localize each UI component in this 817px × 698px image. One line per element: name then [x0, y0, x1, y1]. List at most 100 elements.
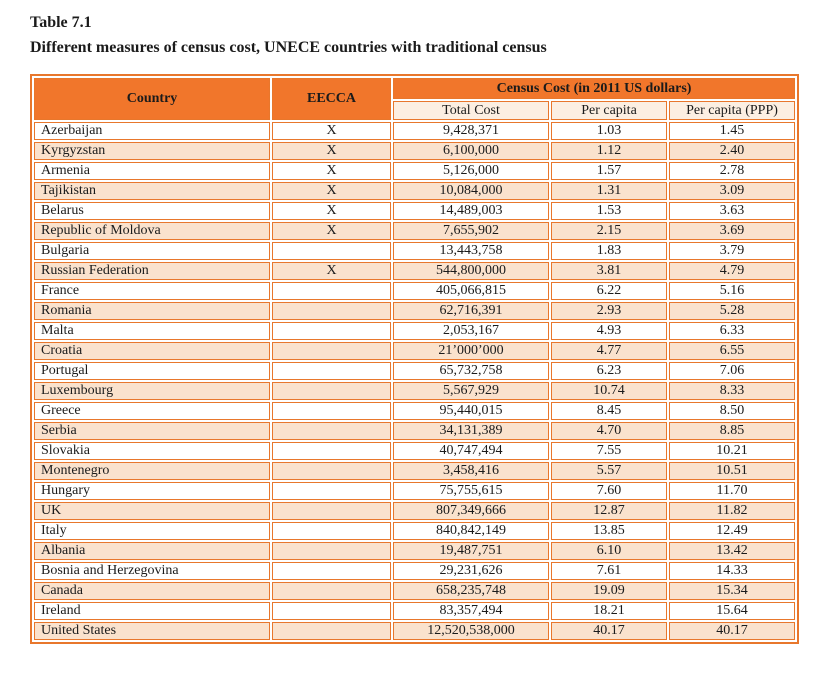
per-capita-cell: 10.74 — [551, 382, 667, 400]
per-capita-ppp-cell: 13.42 — [669, 542, 796, 560]
country-cell: Romania — [34, 302, 270, 320]
table-caption: Table 7.1 Different measures of census c… — [30, 10, 787, 60]
eecca-cell: X — [272, 182, 391, 200]
table-row: UK 807,349,666 12.87 11.82 — [34, 502, 796, 520]
country-cell: Albania — [34, 542, 270, 560]
country-cell: United States — [34, 622, 270, 640]
eecca-cell: X — [272, 142, 391, 160]
per-capita-cell: 1.12 — [551, 142, 667, 160]
per-capita-cell: 2.15 — [551, 222, 667, 240]
per-capita-ppp-cell: 5.16 — [669, 282, 796, 300]
table-row: United States 12,520,538,000 40.17 40.17 — [34, 622, 796, 640]
col-header-census-cost-group: Census Cost (in 2011 US dollars) — [393, 78, 796, 99]
per-capita-ppp-cell: 10.21 — [669, 442, 796, 460]
country-cell: Serbia — [34, 422, 270, 440]
country-cell: Italy — [34, 522, 270, 540]
eecca-cell — [272, 302, 391, 320]
table-row: Ireland 83,357,494 18.21 15.64 — [34, 602, 796, 620]
per-capita-ppp-cell: 1.45 — [669, 122, 796, 140]
country-cell: UK — [34, 502, 270, 520]
table-row: Greece 95,440,015 8.45 8.50 — [34, 402, 796, 420]
table-row: Bulgaria 13,443,758 1.83 3.79 — [34, 242, 796, 260]
table-row: Kyrgyzstan X 6,100,000 1.12 2.40 — [34, 142, 796, 160]
per-capita-cell: 4.77 — [551, 342, 667, 360]
per-capita-cell: 7.55 — [551, 442, 667, 460]
table-row: Croatia 21’000’000 4.77 6.55 — [34, 342, 796, 360]
per-capita-cell: 40.17 — [551, 622, 667, 640]
per-capita-ppp-cell: 15.34 — [669, 582, 796, 600]
per-capita-cell: 7.60 — [551, 482, 667, 500]
per-capita-cell: 5.57 — [551, 462, 667, 480]
per-capita-ppp-cell: 8.33 — [669, 382, 796, 400]
table-row: Armenia X 5,126,000 1.57 2.78 — [34, 162, 796, 180]
total-cost-cell: 40,747,494 — [393, 442, 549, 460]
per-capita-cell: 19.09 — [551, 582, 667, 600]
table-row: Belarus X 14,489,003 1.53 3.63 — [34, 202, 796, 220]
eecca-cell — [272, 602, 391, 620]
eecca-cell — [272, 362, 391, 380]
eecca-cell — [272, 502, 391, 520]
per-capita-ppp-cell: 11.70 — [669, 482, 796, 500]
per-capita-ppp-cell: 3.09 — [669, 182, 796, 200]
eecca-cell — [272, 242, 391, 260]
per-capita-ppp-cell: 15.64 — [669, 602, 796, 620]
table-row: Azerbaijan X 9,428,371 1.03 1.45 — [34, 122, 796, 140]
per-capita-cell: 3.81 — [551, 262, 667, 280]
total-cost-cell: 65,732,758 — [393, 362, 549, 380]
per-capita-cell: 1.83 — [551, 242, 667, 260]
table-row: Portugal 65,732,758 6.23 7.06 — [34, 362, 796, 380]
per-capita-ppp-cell: 5.28 — [669, 302, 796, 320]
country-cell: Russian Federation — [34, 262, 270, 280]
per-capita-ppp-cell: 8.85 — [669, 422, 796, 440]
eecca-cell — [272, 382, 391, 400]
country-cell: Canada — [34, 582, 270, 600]
per-capita-cell: 1.03 — [551, 122, 667, 140]
total-cost-cell: 544,800,000 — [393, 262, 549, 280]
total-cost-cell: 5,126,000 — [393, 162, 549, 180]
table-row: Bosnia and Herzegovina 29,231,626 7.61 1… — [34, 562, 796, 580]
table-row: Malta 2,053,167 4.93 6.33 — [34, 322, 796, 340]
eecca-cell — [272, 282, 391, 300]
table-row: France 405,066,815 6.22 5.16 — [34, 282, 796, 300]
country-cell: Ireland — [34, 602, 270, 620]
per-capita-ppp-cell: 3.63 — [669, 202, 796, 220]
table-row: Canada 658,235,748 19.09 15.34 — [34, 582, 796, 600]
country-cell: Luxembourg — [34, 382, 270, 400]
eecca-cell — [272, 582, 391, 600]
table-row: Albania 19,487,751 6.10 13.42 — [34, 542, 796, 560]
country-cell: Azerbaijan — [34, 122, 270, 140]
country-cell: Montenegro — [34, 462, 270, 480]
per-capita-ppp-cell: 7.06 — [669, 362, 796, 380]
total-cost-cell: 2,053,167 — [393, 322, 549, 340]
country-cell: Croatia — [34, 342, 270, 360]
col-header-total-cost: Total Cost — [393, 101, 549, 120]
per-capita-ppp-cell: 2.40 — [669, 142, 796, 160]
total-cost-cell: 5,567,929 — [393, 382, 549, 400]
per-capita-ppp-cell: 6.55 — [669, 342, 796, 360]
total-cost-cell: 7,655,902 — [393, 222, 549, 240]
eecca-cell: X — [272, 162, 391, 180]
per-capita-ppp-cell: 6.33 — [669, 322, 796, 340]
per-capita-cell: 4.70 — [551, 422, 667, 440]
per-capita-ppp-cell: 11.82 — [669, 502, 796, 520]
per-capita-ppp-cell: 3.69 — [669, 222, 796, 240]
country-cell: Slovakia — [34, 442, 270, 460]
eecca-cell: X — [272, 122, 391, 140]
table-row: Russian Federation X 544,800,000 3.81 4.… — [34, 262, 796, 280]
per-capita-cell: 6.10 — [551, 542, 667, 560]
per-capita-ppp-cell: 12.49 — [669, 522, 796, 540]
eecca-cell — [272, 322, 391, 340]
col-header-per-capita-ppp: Per capita (PPP) — [669, 101, 796, 120]
table-row: Republic of Moldova X 7,655,902 2.15 3.6… — [34, 222, 796, 240]
total-cost-cell: 12,520,538,000 — [393, 622, 549, 640]
per-capita-cell: 8.45 — [551, 402, 667, 420]
per-capita-cell: 1.57 — [551, 162, 667, 180]
total-cost-cell: 6,100,000 — [393, 142, 549, 160]
total-cost-cell: 19,487,751 — [393, 542, 549, 560]
table-row: Hungary 75,755,615 7.60 11.70 — [34, 482, 796, 500]
census-cost-table: Country EECCA Census Cost (in 2011 US do… — [30, 74, 800, 644]
table-row: Tajikistan X 10,084,000 1.31 3.09 — [34, 182, 796, 200]
per-capita-cell: 4.93 — [551, 322, 667, 340]
per-capita-cell: 6.22 — [551, 282, 667, 300]
col-header-eecca: EECCA — [272, 78, 391, 120]
